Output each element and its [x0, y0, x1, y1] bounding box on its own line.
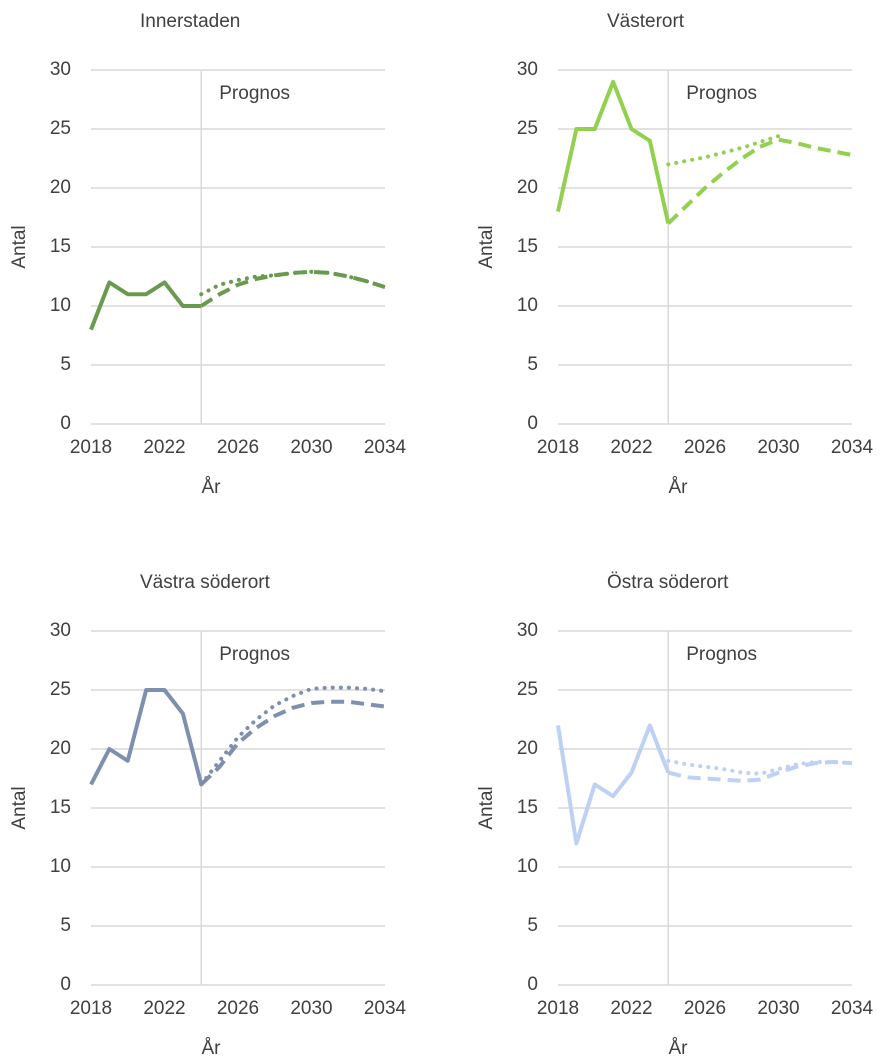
annotation: Prognos [219, 644, 290, 665]
y-tick-label: 30 [517, 59, 538, 80]
y-tick-label: 10 [50, 856, 71, 877]
x-tick-label: 2022 [610, 437, 652, 458]
annotation: Prognos [219, 83, 290, 104]
x-tick-label: 2030 [290, 998, 332, 1019]
line-series [200, 269, 386, 308]
line-series [667, 759, 853, 783]
y-tick-label: 0 [60, 974, 71, 995]
x-tick-label: 2018 [537, 437, 579, 458]
y-tick-label: 5 [60, 354, 71, 375]
x-tick-label: 2022 [610, 998, 652, 1019]
y-axis-label: Antal [9, 786, 30, 829]
y-axis-label: Antal [9, 225, 30, 268]
x-axis-label: År [669, 477, 689, 498]
chart-title: Innerstaden [140, 11, 240, 32]
y-tick-label: 15 [517, 797, 538, 818]
x-tick-label: 2030 [290, 437, 332, 458]
line-series [666, 137, 853, 225]
x-tick-label: 2018 [70, 437, 112, 458]
x-tick-label: 2026 [684, 437, 726, 458]
y-tick-label: 30 [50, 59, 71, 80]
y-tick-label: 20 [517, 738, 538, 759]
x-tick-label: 2026 [217, 437, 259, 458]
y-tick-label: 0 [527, 974, 538, 995]
y-axis-label: Antal [476, 225, 497, 268]
y-tick-label: 0 [60, 413, 71, 434]
y-tick-label: 5 [527, 915, 538, 936]
y-tick-label: 10 [50, 295, 71, 316]
line-series [556, 723, 671, 846]
y-tick-label: 15 [517, 236, 538, 257]
y-tick-label: 20 [50, 177, 71, 198]
line-series [89, 688, 204, 786]
y-tick-label: 25 [517, 679, 538, 700]
y-axis-label: Antal [476, 786, 497, 829]
line-series [89, 280, 202, 331]
x-tick-label: 2018 [537, 998, 579, 1019]
x-tick-label: 2034 [831, 998, 874, 1019]
x-axis-label: År [202, 1038, 222, 1058]
chart-title: Östra söderort [607, 572, 729, 593]
annotation: Prognos [686, 83, 757, 104]
x-axis-label: År [202, 477, 222, 498]
line-series [666, 758, 854, 776]
y-tick-label: 0 [527, 413, 538, 434]
y-tick-label: 15 [50, 797, 71, 818]
y-tick-label: 25 [50, 118, 71, 139]
line-series [199, 269, 387, 297]
y-tick-label: 25 [50, 679, 71, 700]
y-tick-label: 5 [60, 915, 71, 936]
x-tick-label: 2018 [70, 998, 112, 1019]
line-series [556, 79, 671, 224]
y-tick-label: 5 [527, 354, 538, 375]
x-tick-label: 2022 [143, 998, 185, 1019]
y-tick-label: 15 [50, 236, 71, 257]
line-series [199, 685, 387, 787]
annotation: Prognos [686, 644, 757, 665]
y-tick-label: 20 [517, 177, 538, 198]
line-series [199, 699, 386, 786]
y-tick-label: 10 [517, 856, 538, 877]
y-tick-label: 20 [50, 738, 71, 759]
x-tick-label: 2026 [217, 998, 259, 1019]
x-tick-label: 2034 [831, 437, 874, 458]
x-tick-label: 2034 [364, 437, 407, 458]
line-series [666, 134, 781, 167]
y-tick-label: 30 [50, 620, 71, 641]
chart-title: Västra söderort [140, 572, 271, 593]
x-tick-label: 2030 [757, 437, 799, 458]
x-tick-label: 2034 [364, 998, 407, 1019]
y-tick-label: 30 [517, 620, 538, 641]
y-tick-label: 10 [517, 295, 538, 316]
x-axis-label: År [669, 1038, 689, 1058]
x-tick-label: 2022 [143, 437, 185, 458]
x-tick-label: 2030 [757, 998, 799, 1019]
chart-title: Västerort [607, 11, 685, 32]
x-tick-label: 2026 [684, 998, 726, 1019]
y-tick-label: 25 [517, 118, 538, 139]
